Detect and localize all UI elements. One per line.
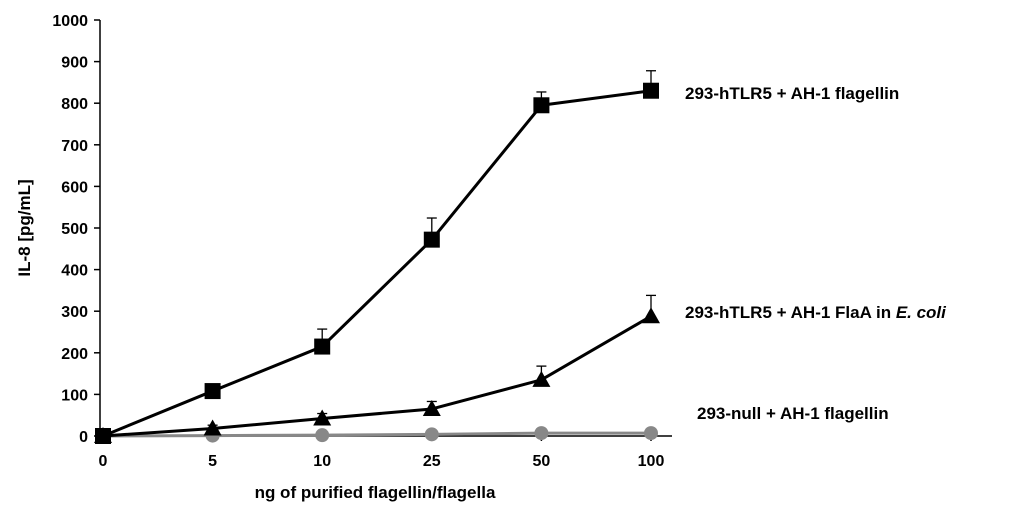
data-point <box>203 419 222 436</box>
x-tick-label: 0 <box>99 453 108 470</box>
series-label-part: 293-hTLR5 + AH-1 flagellin <box>685 84 899 103</box>
series-label: 293-null + AH-1 flagellin <box>697 404 889 423</box>
x-tick-label: 5 <box>208 453 217 470</box>
data-point <box>423 231 440 248</box>
series-label: 293-hTLR5 + AH-1 FlaA in E. coli <box>685 303 947 322</box>
series-label: 293-hTLR5 + AH-1 flagellin <box>685 84 899 103</box>
axes <box>99 20 672 437</box>
y-tick-label: 200 <box>61 346 88 363</box>
y-tick-label: 900 <box>61 55 88 72</box>
data-point <box>422 399 441 416</box>
series-circle <box>96 426 658 443</box>
data-point <box>313 409 332 426</box>
y-axis-title: IL-8 [pg/mL] <box>15 179 34 276</box>
x-tick-label: 10 <box>313 453 331 470</box>
series-line <box>102 314 652 438</box>
data-point <box>532 370 551 387</box>
y-tick-label: 100 <box>61 387 88 404</box>
series-triangle <box>94 294 660 443</box>
x-tick-label: 25 <box>423 453 441 470</box>
y-tick-label: 500 <box>61 221 88 238</box>
data-point <box>424 427 439 442</box>
data-point <box>644 426 658 441</box>
y-tick-label: 700 <box>61 138 88 155</box>
x-ticks: 0 5 10 25 50 100 <box>99 436 665 470</box>
data-point <box>643 82 659 99</box>
series-line <box>102 431 651 438</box>
data-point <box>315 428 330 443</box>
data-point <box>533 97 550 114</box>
series-square <box>95 70 659 444</box>
data-point <box>534 426 549 441</box>
y-tick-label: 0 <box>79 429 88 446</box>
x-tick-label: 100 <box>638 453 665 470</box>
y-ticks: 0 100 200 300 400 500 600 700 800 900 1000 <box>52 13 100 446</box>
data-point <box>314 338 331 355</box>
y-tick-label: 600 <box>61 179 88 196</box>
data-point <box>95 428 111 444</box>
x-axis-title: ng of purified flagellin/flagella <box>255 483 496 502</box>
series-label-part: 293-null + AH-1 flagellin <box>697 404 889 423</box>
y-tick-label: 800 <box>61 96 88 113</box>
y-tick-label: 300 <box>61 304 88 321</box>
data-point <box>642 307 660 324</box>
series-label-part: E. coli <box>896 303 947 322</box>
series-label-part: 293-hTLR5 + AH-1 FlaA in <box>685 303 896 322</box>
series-layer <box>94 70 660 444</box>
data-point <box>204 383 221 400</box>
y-tick-label: 1000 <box>52 13 88 30</box>
x-tick-label: 50 <box>533 453 551 470</box>
y-tick-label: 400 <box>61 263 88 280</box>
legend-layer: 293-hTLR5 + AH-1 flagellin 293-hTLR5 + AH… <box>685 84 947 423</box>
series-line <box>102 89 652 438</box>
